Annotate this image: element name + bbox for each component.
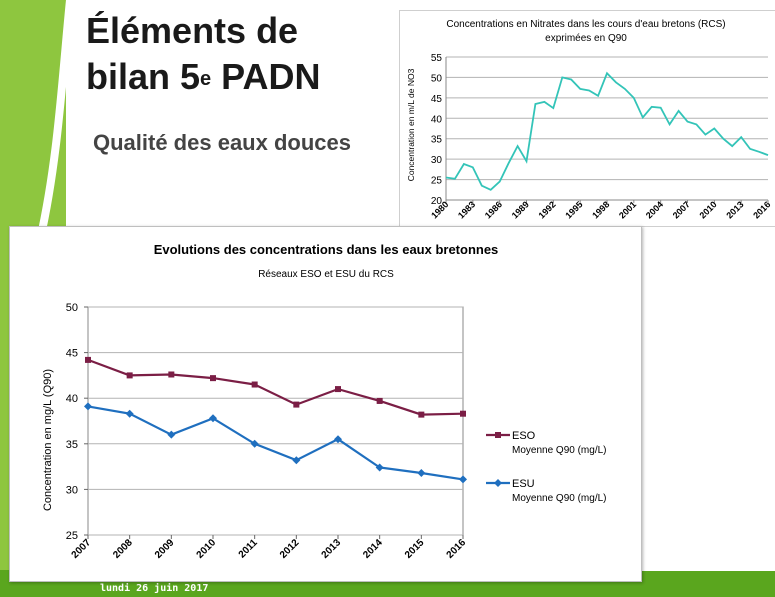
main-xtick-label: 2009 <box>153 537 177 561</box>
main-ytick-label: 50 <box>66 302 78 314</box>
eso-data-point <box>168 371 175 378</box>
nitrate-xtick-label: 2016 <box>751 199 772 220</box>
main-xtick-label: 2010 <box>195 537 219 561</box>
slide-subtitle: Qualité des eaux douces <box>93 130 351 155</box>
title-line-2-text: bilan 5 <box>86 56 201 97</box>
nitrate-ytick-label: 35 <box>431 135 443 146</box>
nitrate-xtick-label: 1995 <box>563 199 584 220</box>
esu-data-point <box>375 463 384 472</box>
eso-data-point <box>126 372 133 379</box>
main-xtick-label: 2011 <box>237 537 260 560</box>
nitrate-ytick-label: 45 <box>431 94 443 105</box>
main-ytick-label: 25 <box>66 530 78 542</box>
nitrate-xtick-label: 2007 <box>671 199 692 220</box>
nitrate-chart-title-line-1: Concentrations en Nitrates dans les cour… <box>446 19 725 30</box>
nitrate-xtick-label: 1992 <box>537 199 558 220</box>
nitrate-xtick-label: 1983 <box>456 199 477 220</box>
esu-data-point <box>250 439 259 448</box>
title-line-1: Éléments de <box>86 10 299 51</box>
nitrate-ytick-label: 50 <box>431 73 443 84</box>
main-plot-area <box>87 306 464 536</box>
nitrate-ytick-label: 30 <box>431 155 443 166</box>
nitrate-chart-ylabel: Concentration en m/L de NO3 <box>406 68 416 181</box>
eso-esu-chart-panel: Evolutions des concentrations dans les e… <box>9 226 642 582</box>
nitrate-xtick-label: 2010 <box>698 199 719 220</box>
eso-data-point <box>335 386 341 393</box>
main-ytick-label: 45 <box>66 348 78 360</box>
eso-data-point <box>85 356 91 363</box>
eso-legend-name: ESO <box>512 430 536 442</box>
left-accent-curve <box>0 0 74 240</box>
nitrate-ytick-label: 20 <box>431 196 443 207</box>
nitrate-xtick-label: 1989 <box>510 199 531 220</box>
side-blank-panel <box>641 226 775 571</box>
eso-esu-chart: Evolutions des concentrations dans les e… <box>42 242 607 561</box>
nitrate-xtick-label: 2001 <box>617 199 638 220</box>
eso-legend-subtitle: Moyenne Q90 (mg/L) <box>512 445 607 456</box>
nitrate-chart-title-line-2: exprimées en Q90 <box>545 33 627 44</box>
eso-data-point <box>418 411 425 418</box>
eso-data-point <box>210 375 216 382</box>
footer-date: lundi 26 juin 2017 <box>100 583 209 594</box>
main-xtick-label: 2013 <box>320 537 344 561</box>
nitrate-ytick-label: 55 <box>431 53 443 64</box>
title-line-2: bilan 5e PADN <box>86 56 321 97</box>
main-xtick-label: 2012 <box>278 537 302 561</box>
nitrate-chart: Concentrations en Nitrates dans les cour… <box>406 19 772 221</box>
esu-data-point <box>334 435 342 444</box>
eso-legend-marker <box>495 432 501 438</box>
eso-data-point <box>376 397 383 404</box>
nitrate-ytick-label: 40 <box>431 114 443 125</box>
esu-data-point <box>209 414 217 423</box>
main-xtick-label: 2015 <box>403 537 427 561</box>
main-chart-ylabel: Concentration en mg/L (Q90) <box>42 369 54 511</box>
title-superscript: e <box>200 68 212 90</box>
title-line-2-suffix: PADN <box>211 56 321 97</box>
main-xtick-label: 2016 <box>445 537 469 561</box>
esu-data-point <box>417 468 426 477</box>
nitrate-ytick-label: 25 <box>431 176 443 187</box>
main-ytick-label: 30 <box>66 484 78 496</box>
esu-data-point <box>167 430 176 439</box>
main-chart-subtitle: Réseaux ESO et ESU du RCS <box>258 269 394 280</box>
esu-data-point <box>292 456 301 465</box>
eso-data-point <box>460 410 466 417</box>
slide-title: Éléments de bilan 5e PADN <box>86 8 321 100</box>
esu-legend-name: ESU <box>512 478 535 490</box>
esu-data-point <box>125 409 134 418</box>
eso-series-line <box>87 358 464 416</box>
eso-data-point <box>293 401 300 408</box>
main-xtick-label: 2008 <box>111 537 135 561</box>
esu-data-point <box>459 475 467 484</box>
nitrate-series-line <box>445 71 769 191</box>
esu-series-line <box>87 405 464 481</box>
main-ytick-label: 40 <box>66 393 78 405</box>
main-ytick-label: 35 <box>66 439 78 451</box>
eso-data-point <box>251 381 258 388</box>
main-xtick-label: 2014 <box>361 537 385 561</box>
nitrate-xtick-label: 2004 <box>644 199 665 220</box>
nitrate-xtick-label: 1998 <box>590 199 611 220</box>
nitrate-xtick-label: 1986 <box>483 199 504 220</box>
main-chart-title: Evolutions des concentrations dans les e… <box>154 242 499 257</box>
nitrate-chart-panel: Concentrations en Nitrates dans les cour… <box>399 10 775 226</box>
esu-legend-marker <box>494 479 502 487</box>
nitrate-xtick-label: 2013 <box>724 199 745 220</box>
esu-data-point <box>84 402 92 411</box>
esu-legend-subtitle: Moyenne Q90 (mg/L) <box>512 493 607 504</box>
